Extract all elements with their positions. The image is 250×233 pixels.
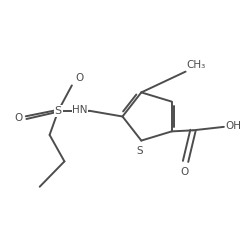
Text: O: O [180,167,188,177]
Text: S: S [55,106,62,116]
Text: HN: HN [72,105,88,115]
Text: CH₃: CH₃ [187,60,206,70]
Text: S: S [137,146,143,156]
Text: O: O [76,73,84,83]
Text: OH: OH [225,121,241,131]
Text: O: O [14,113,22,123]
